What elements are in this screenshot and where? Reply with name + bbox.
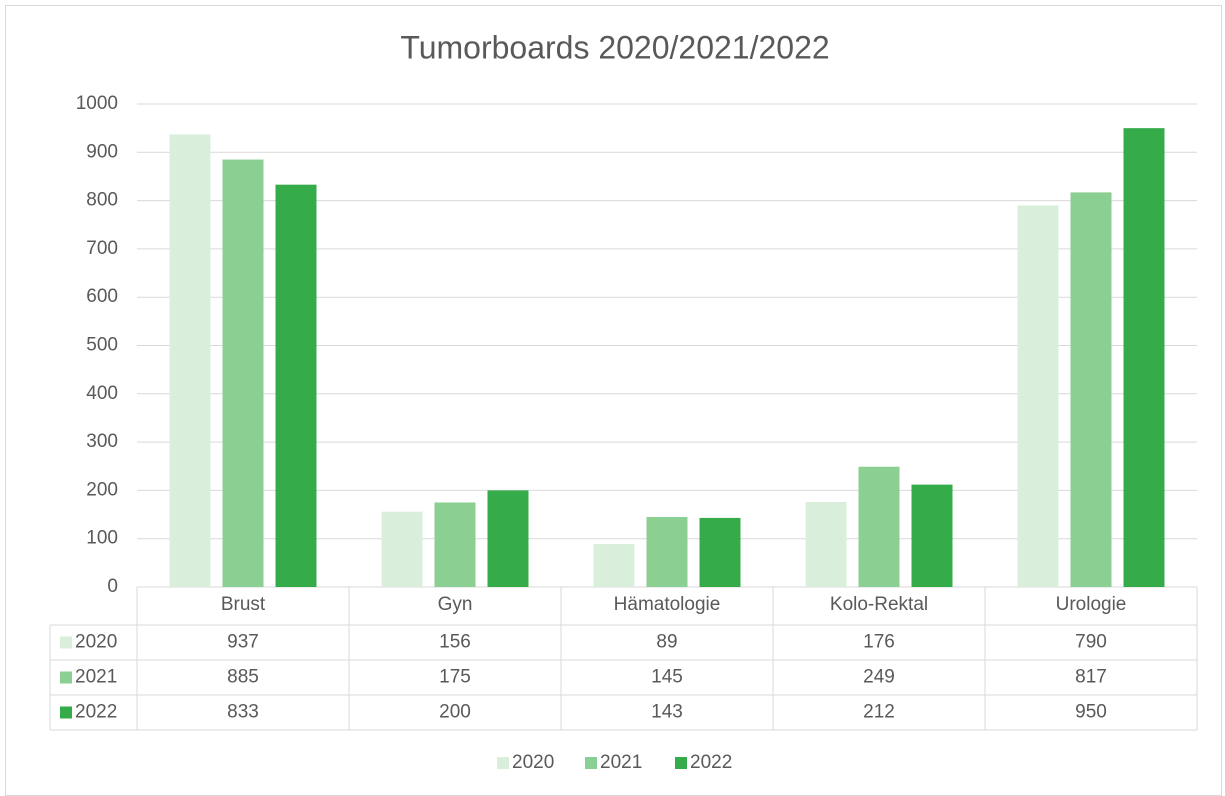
- table-value: 885: [227, 667, 259, 688]
- legend-label: 2020: [512, 752, 554, 773]
- table-series-name: 2021: [75, 667, 117, 688]
- y-tick-label: 500: [86, 335, 118, 356]
- table-value: 145: [651, 667, 683, 688]
- y-tick-label: 700: [86, 238, 118, 259]
- x-tick-label: Brust: [221, 594, 266, 615]
- table-value: 937: [227, 632, 259, 653]
- table-value: 89: [656, 632, 677, 653]
- bar: [646, 516, 688, 587]
- table-legend-key: [60, 706, 72, 719]
- table-value: 143: [651, 702, 683, 723]
- y-tick-label: 400: [86, 383, 118, 404]
- legend-key: [585, 757, 597, 769]
- table-legend-key: [60, 636, 72, 649]
- y-tick-label: 200: [86, 479, 118, 500]
- table-value: 790: [1075, 632, 1107, 653]
- table-legend-key: [60, 671, 72, 684]
- table-value: 175: [439, 667, 471, 688]
- y-tick-label: 300: [86, 431, 118, 452]
- bar: [805, 501, 847, 587]
- x-tick-label: Kolo-Rektal: [830, 594, 928, 615]
- y-tick-label: 600: [86, 286, 118, 307]
- bar: [699, 517, 741, 587]
- table-series-name: 2020: [75, 632, 117, 653]
- table-series-name: 2022: [75, 702, 117, 723]
- legend-key: [675, 757, 687, 769]
- y-tick-label: 0: [107, 576, 118, 597]
- table-value: 817: [1075, 667, 1107, 688]
- table-value: 249: [863, 667, 895, 688]
- x-tick-label: Urologie: [1056, 594, 1127, 615]
- y-tick-label: 100: [86, 528, 118, 549]
- bar: [169, 134, 211, 587]
- bar: [593, 544, 635, 587]
- bar: [381, 511, 423, 587]
- legend-key: [497, 757, 509, 769]
- table-value: 200: [439, 702, 471, 723]
- bar: [1017, 205, 1059, 587]
- y-tick-label: 800: [86, 190, 118, 211]
- legend-label: 2022: [690, 752, 732, 773]
- bar: [1123, 128, 1165, 587]
- table-value: 176: [863, 632, 895, 653]
- table-value: 156: [439, 632, 471, 653]
- y-tick-label: 900: [86, 141, 118, 162]
- table-value: 950: [1075, 702, 1107, 723]
- bar: [434, 502, 476, 587]
- x-tick-label: Gyn: [438, 594, 473, 615]
- legend-label: 2021: [600, 752, 642, 773]
- bar: [275, 184, 317, 587]
- bar: [222, 159, 264, 588]
- chart-title: Tumorboards 2020/2021/2022: [400, 29, 829, 65]
- x-tick-label: Hämatologie: [614, 594, 721, 615]
- bar: [487, 490, 529, 587]
- table-value: 833: [227, 702, 259, 723]
- bar: [911, 484, 953, 587]
- table-value: 212: [863, 702, 895, 723]
- bar: [1070, 192, 1112, 587]
- bar: [858, 466, 900, 587]
- y-tick-label: 1000: [76, 93, 118, 114]
